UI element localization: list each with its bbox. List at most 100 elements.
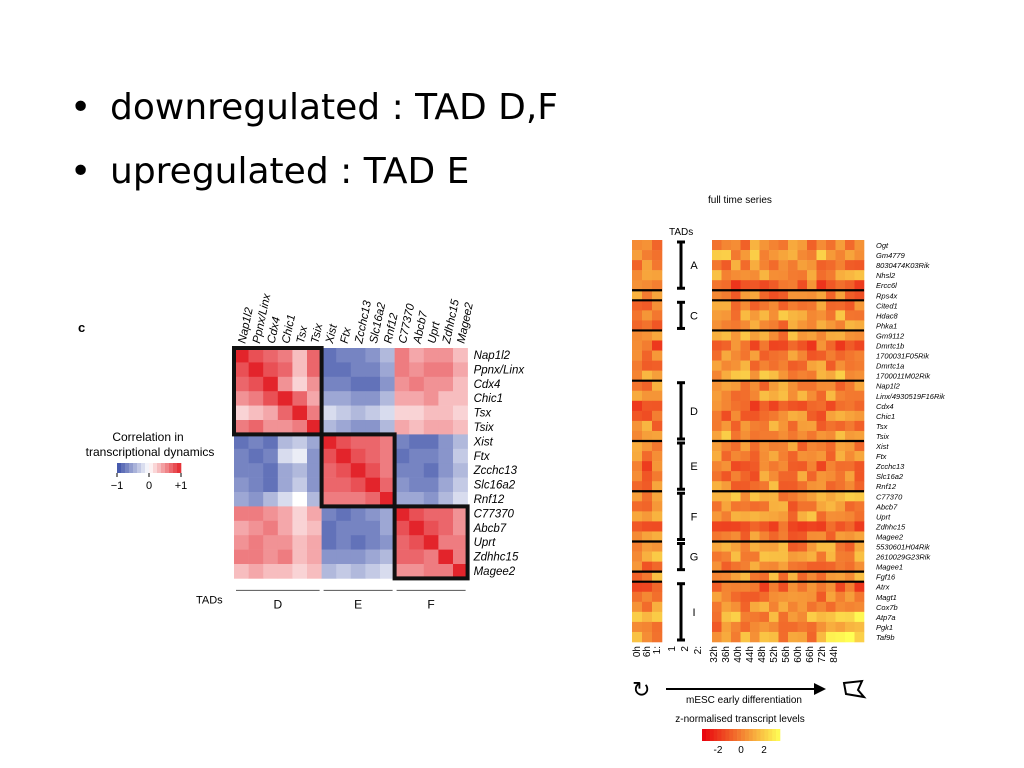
heatmap-cell bbox=[769, 270, 779, 281]
heatmap-cell bbox=[788, 250, 798, 261]
heatmap-cell bbox=[788, 441, 798, 452]
heatmap-cell bbox=[642, 380, 653, 392]
heatmap-cell bbox=[423, 535, 439, 550]
heatmap-cell bbox=[816, 360, 827, 371]
heatmap-cell bbox=[816, 601, 827, 613]
heatmap-cell bbox=[248, 434, 264, 450]
heatmap-cell bbox=[642, 290, 653, 301]
row-label: Rnf12 bbox=[474, 494, 505, 506]
heatmap-cell bbox=[652, 360, 663, 371]
heatmap-cell bbox=[807, 621, 817, 633]
heatmap-cell bbox=[769, 360, 779, 371]
heatmap-cell bbox=[453, 506, 468, 522]
heatmap-cell bbox=[712, 390, 722, 402]
heatmap-cell bbox=[835, 571, 846, 582]
heatmap-cell bbox=[453, 391, 468, 406]
heatmap-cell bbox=[826, 320, 836, 331]
heatmap-cell bbox=[835, 350, 846, 361]
heatmap-cell bbox=[845, 611, 855, 623]
heatmap-cell bbox=[712, 511, 722, 522]
heatmap-cell bbox=[788, 541, 798, 552]
heatmap-cell bbox=[632, 430, 643, 442]
heatmap-cell bbox=[277, 434, 293, 450]
heatmap-cell bbox=[769, 501, 779, 512]
heatmap-cell bbox=[248, 362, 264, 378]
heatmap-cell bbox=[807, 491, 817, 502]
heatmap-cell bbox=[652, 521, 663, 532]
heatmap-cell bbox=[731, 430, 741, 442]
heatmap-cell bbox=[380, 448, 395, 464]
heatmap-cell bbox=[721, 521, 732, 532]
heatmap-cell bbox=[642, 591, 653, 603]
heatmap-cell bbox=[826, 340, 836, 351]
heatmap-cell bbox=[788, 310, 798, 321]
heatmap-cell bbox=[788, 561, 798, 572]
heatmap-cell bbox=[652, 260, 663, 271]
heatmap-cell bbox=[845, 390, 855, 402]
bullet-text-downregulated: downregulated : TAD D,F bbox=[110, 87, 559, 128]
heatmap-cell bbox=[845, 250, 855, 261]
heatmap-cell bbox=[234, 477, 249, 493]
heatmap-cell bbox=[778, 400, 789, 412]
heatmap-cell bbox=[778, 531, 789, 542]
heatmap-cell bbox=[292, 405, 308, 421]
heatmap-cell bbox=[394, 492, 410, 507]
heatmap-cell bbox=[394, 362, 410, 378]
heatmap-cell bbox=[234, 434, 249, 450]
heatmap-cell bbox=[807, 390, 817, 402]
heatmap-cell bbox=[797, 581, 808, 593]
heatmap-cell bbox=[731, 280, 741, 291]
heatmap-cell bbox=[652, 461, 663, 472]
heatmap-cell bbox=[788, 430, 798, 442]
row-label: Uprt bbox=[474, 537, 497, 549]
legend-swatch bbox=[157, 463, 162, 473]
heatmap-cell bbox=[797, 400, 808, 412]
heatmap-cell bbox=[759, 390, 770, 402]
heatmap-cell bbox=[438, 448, 454, 464]
heatmap-cell bbox=[797, 511, 808, 522]
heatmap-cell bbox=[759, 360, 770, 371]
bullet-text-upregulated: upregulated : TAD E bbox=[110, 151, 470, 192]
heatmap-cell bbox=[721, 280, 732, 291]
heatmap-cell bbox=[854, 561, 865, 572]
heatmap-cell bbox=[307, 348, 322, 363]
gene-label: Ftx bbox=[876, 452, 887, 461]
heatmap-cell bbox=[394, 405, 410, 421]
heatmap-cell bbox=[721, 390, 732, 402]
heatmap-cell bbox=[759, 561, 770, 572]
heatmap-cell bbox=[826, 250, 836, 261]
heatmap-cell bbox=[769, 631, 779, 643]
heatmap-cell bbox=[835, 471, 846, 482]
heatmap-cell bbox=[642, 340, 653, 351]
heatmap-cell bbox=[788, 420, 798, 432]
heatmap-cell bbox=[835, 491, 846, 502]
heatmap-cell bbox=[769, 390, 779, 402]
heatmap-cell bbox=[277, 420, 293, 435]
heatmap-cell bbox=[750, 581, 760, 593]
heatmap-cell bbox=[652, 541, 663, 552]
heatmap-cell bbox=[835, 300, 846, 311]
heatmap-cell bbox=[365, 434, 381, 450]
heatmap-cell bbox=[769, 481, 779, 492]
heatmap-cell bbox=[731, 621, 741, 633]
heatmap-cell bbox=[248, 549, 264, 565]
heatmap-cell bbox=[845, 360, 855, 371]
heatmap-cell bbox=[835, 521, 846, 532]
row-label: Zcchc13 bbox=[473, 465, 518, 477]
heatmap-cell bbox=[632, 591, 643, 603]
heatmap-cell bbox=[409, 564, 425, 579]
heatmap-cell bbox=[336, 520, 352, 536]
heatmap-cell bbox=[731, 501, 741, 512]
heatmap-cell bbox=[845, 350, 855, 361]
heatmap-cell bbox=[277, 348, 293, 363]
heatmap-cell bbox=[845, 290, 855, 301]
heatmap-cell bbox=[292, 420, 308, 435]
heatmap-cell bbox=[409, 405, 425, 421]
heatmap-cell bbox=[816, 260, 827, 271]
heatmap-cell bbox=[423, 348, 439, 363]
heatmap-cell bbox=[797, 270, 808, 281]
heatmap-cell bbox=[740, 581, 751, 593]
heatmap-cell bbox=[307, 420, 322, 435]
heatmap-cell bbox=[759, 541, 770, 552]
heatmap-cell bbox=[759, 300, 770, 311]
